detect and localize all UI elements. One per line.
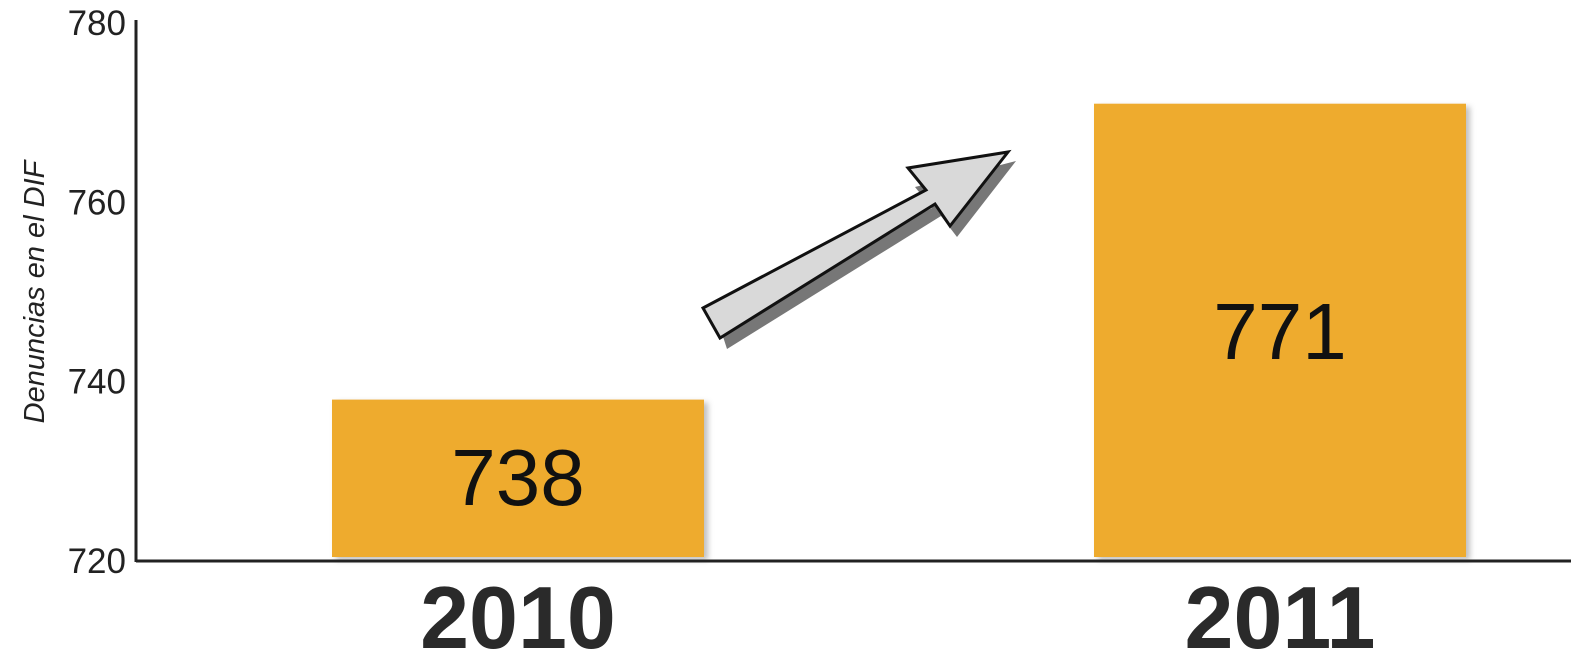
y-axis-ticks: 720 740 760 780 [68, 4, 126, 581]
y-tick-label: 720 [68, 542, 126, 581]
bars-group [332, 103, 1466, 557]
data-labels-group: 738 771 [451, 287, 1346, 522]
y-tick-label: 760 [68, 183, 126, 222]
trend-arrow-icon [700, 149, 1016, 349]
y-tick-label: 740 [68, 363, 126, 402]
data-label-2011: 771 [1213, 287, 1346, 376]
y-axis-title: Denuncias en el DIF [19, 158, 51, 423]
y-tick-label: 780 [68, 4, 126, 43]
data-label-2010: 738 [451, 433, 584, 522]
x-tick-label-2011: 2011 [1185, 568, 1376, 654]
x-tick-label-2010: 2010 [420, 568, 616, 654]
bar-2010 [332, 399, 704, 557]
trend-arrow [700, 149, 1012, 341]
bar-2011 [1094, 103, 1466, 557]
x-axis-labels: 2010 2011 [420, 568, 1375, 654]
